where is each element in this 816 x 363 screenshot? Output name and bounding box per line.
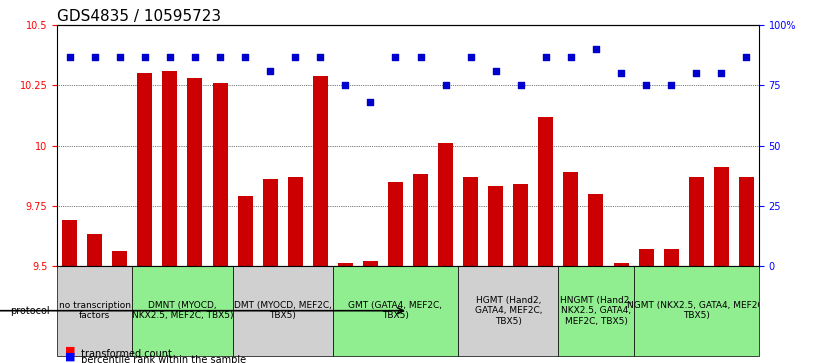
Point [313, 54, 326, 60]
Bar [62, 220, 78, 266]
Point [715, 70, 728, 76]
Bar [463, 177, 478, 266]
Text: no transcription
factors: no transcription factors [59, 301, 131, 321]
Bar [113, 251, 127, 266]
Text: ■: ■ [65, 352, 76, 362]
Point [490, 68, 503, 74]
Bar [639, 249, 654, 266]
Point [614, 70, 628, 76]
Bar [313, 76, 328, 266]
FancyBboxPatch shape [57, 266, 132, 356]
Point [565, 54, 578, 60]
FancyBboxPatch shape [633, 266, 759, 356]
Bar [188, 78, 202, 266]
Text: transformed count: transformed count [78, 349, 171, 359]
Point [63, 54, 76, 60]
FancyBboxPatch shape [558, 266, 633, 356]
Point [339, 82, 352, 88]
Text: ■: ■ [65, 346, 76, 356]
Point [289, 54, 302, 60]
Point [364, 99, 377, 105]
Bar [288, 177, 303, 266]
Bar [488, 186, 503, 266]
Text: GDS4835 / 10595723: GDS4835 / 10595723 [57, 9, 221, 24]
Point [439, 82, 452, 88]
Bar [137, 73, 153, 266]
Text: DMT (MYOCD, MEF2C,
TBX5): DMT (MYOCD, MEF2C, TBX5) [233, 301, 331, 321]
Point [539, 54, 552, 60]
Point [690, 70, 703, 76]
Bar [663, 249, 679, 266]
Point [740, 54, 753, 60]
Bar [263, 179, 277, 266]
Bar [363, 261, 378, 266]
Point [88, 54, 101, 60]
Bar [614, 263, 628, 266]
Point [589, 46, 602, 52]
Point [214, 54, 227, 60]
Point [665, 82, 678, 88]
Point [464, 54, 477, 60]
Bar [237, 196, 253, 266]
Text: DMNT (MYOCD,
NKX2.5, MEF2C, TBX5): DMNT (MYOCD, NKX2.5, MEF2C, TBX5) [131, 301, 233, 321]
Point [163, 54, 176, 60]
FancyBboxPatch shape [233, 266, 333, 356]
Text: protocol: protocol [10, 306, 50, 316]
Bar [212, 83, 228, 266]
FancyBboxPatch shape [458, 266, 558, 356]
Bar [588, 193, 604, 266]
Point [113, 54, 126, 60]
Text: percentile rank within the sample: percentile rank within the sample [78, 355, 246, 363]
Text: NGMT (NKX2.5, GATA4, MEF2C,
TBX5): NGMT (NKX2.5, GATA4, MEF2C, TBX5) [627, 301, 766, 321]
Text: HGMT (Hand2,
GATA4, MEF2C,
TBX5): HGMT (Hand2, GATA4, MEF2C, TBX5) [474, 296, 542, 326]
Point [389, 54, 402, 60]
Bar [413, 174, 428, 266]
Point [264, 68, 277, 74]
Bar [87, 234, 102, 266]
Bar [539, 117, 553, 266]
FancyBboxPatch shape [333, 266, 458, 356]
Bar [714, 167, 729, 266]
Bar [563, 172, 579, 266]
Text: GMT (GATA4, MEF2C,
TBX5): GMT (GATA4, MEF2C, TBX5) [348, 301, 442, 321]
Bar [738, 177, 754, 266]
Point [414, 54, 427, 60]
Bar [513, 184, 528, 266]
Point [139, 54, 152, 60]
Point [640, 82, 653, 88]
FancyBboxPatch shape [132, 266, 233, 356]
Text: HNGMT (Hand2,
NKX2.5, GATA4,
MEF2C, TBX5): HNGMT (Hand2, NKX2.5, GATA4, MEF2C, TBX5… [560, 296, 632, 326]
Bar [438, 143, 453, 266]
Bar [162, 71, 177, 266]
Bar [338, 263, 353, 266]
Bar [388, 182, 403, 266]
Point [188, 54, 202, 60]
Point [238, 54, 251, 60]
Point [514, 82, 527, 88]
Bar [689, 177, 703, 266]
